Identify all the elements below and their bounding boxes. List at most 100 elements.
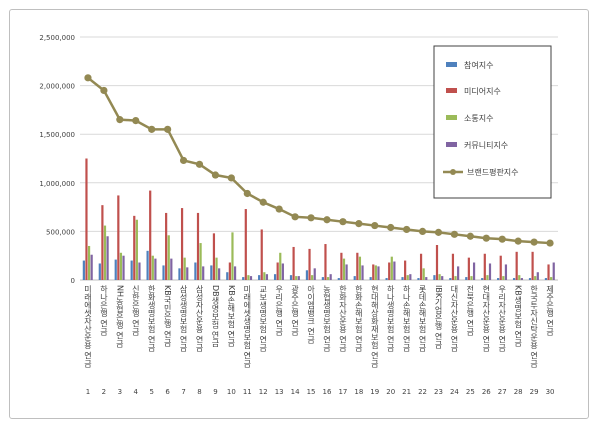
x-category-label: 신한은행 연금 [131,285,140,336]
bar [162,265,165,280]
x-index-label: 19 [370,388,379,396]
line-point [387,223,395,232]
line-point [243,189,251,198]
x-category-label: 농협생명보험 연금 [322,285,331,352]
bar [390,256,393,280]
line-point [195,160,204,168]
x-category-label: DB생명보험 연금 [211,285,220,347]
y-tick-label: 2,000,000 [39,83,75,91]
bar [242,277,245,280]
x-index-label: 8 [197,388,201,396]
bar [260,229,263,280]
x-category-label: NH농협은행 연금 [115,285,124,348]
bar [372,264,375,280]
x-category-label: KB손해보험 연금 [227,285,236,346]
bar [324,244,327,280]
x-index-label: 12 [259,388,268,396]
y-tick-label: 2,500,000 [39,34,75,42]
bar [149,190,152,280]
x-index-label: 1 [86,388,90,396]
bar [385,278,388,280]
bar [438,274,441,280]
bar [106,236,109,280]
line-point [84,74,92,82]
bar [183,257,186,280]
bar [550,277,553,280]
bar [170,258,173,280]
line-point [418,227,427,235]
x-index-label: 26 [482,388,491,396]
x-category-label: 미래에셋자산운용 연금 [83,285,92,368]
bar [295,276,298,280]
bar [393,261,396,280]
line-point [466,232,474,240]
bar [292,246,295,280]
legend-label: 미디어지수 [464,86,501,96]
bar [228,262,231,280]
x-index-label: 29 [530,388,539,396]
bar [249,276,253,280]
x-axis-labels: 미래에셋자산운용 연금 1 하나은행 연금 2 NH농협은행 연금 3 신한은행 연금 4 한화… [83,284,554,396]
bar [552,262,555,280]
bar [404,260,407,280]
line-point [164,125,172,133]
line-point [148,125,156,133]
bar [374,265,377,280]
bar [345,264,348,280]
x-category-label: 한화자산운용 연금 [338,285,347,352]
bar [497,278,500,280]
x-index-label: 11 [243,388,252,396]
y-tick-label: 1,500,000 [39,131,75,139]
bar [369,277,372,280]
line-point [498,235,506,243]
x-category-label: 전북은행 연금 [466,284,475,336]
legend-swatch [446,88,457,93]
line-point [227,174,235,182]
x-index-label: 13 [275,388,284,396]
x-category-label: KB생명보험 연금 [514,285,523,346]
line-point [514,237,522,245]
bar [258,275,261,280]
legend-swatch [446,142,457,147]
bar [90,254,93,280]
line-point [355,220,363,228]
x-category-label: 우리은행 연금 [275,285,284,336]
x-category-label: 삼성자산운용 연금 [195,284,204,352]
line-point [482,234,490,242]
x-index-label: 20 [386,388,395,396]
line-point [259,198,267,206]
bar [486,275,489,280]
x-index-label: 6 [165,388,170,396]
x-index-label: 9 [213,388,217,396]
bar [263,272,266,280]
bar [305,270,309,280]
line-point [434,228,443,236]
bar [470,276,473,280]
line-point [132,116,140,125]
line-point [179,156,188,165]
x-index-label: 7 [181,388,185,396]
legend-label: 브랜드평판지수 [467,167,519,177]
line-point [450,230,459,238]
x-index-label: 5 [149,388,153,396]
bar [483,253,486,280]
bar [534,276,537,280]
bar [180,208,184,280]
bar [547,264,550,280]
line-point [275,205,283,213]
bar [233,266,237,280]
x-category-label: 현대해상화재보험 연금 [370,285,379,368]
bar [337,278,340,280]
bar [321,277,324,280]
bar [117,195,120,280]
bar [417,278,420,280]
bar [279,252,282,280]
line-point [291,213,299,221]
bars [82,158,555,280]
gridlines [80,36,558,281]
legend-label: 커뮤니티지수 [464,140,508,150]
bar [401,277,404,280]
bar [215,257,218,280]
bar [422,268,425,280]
